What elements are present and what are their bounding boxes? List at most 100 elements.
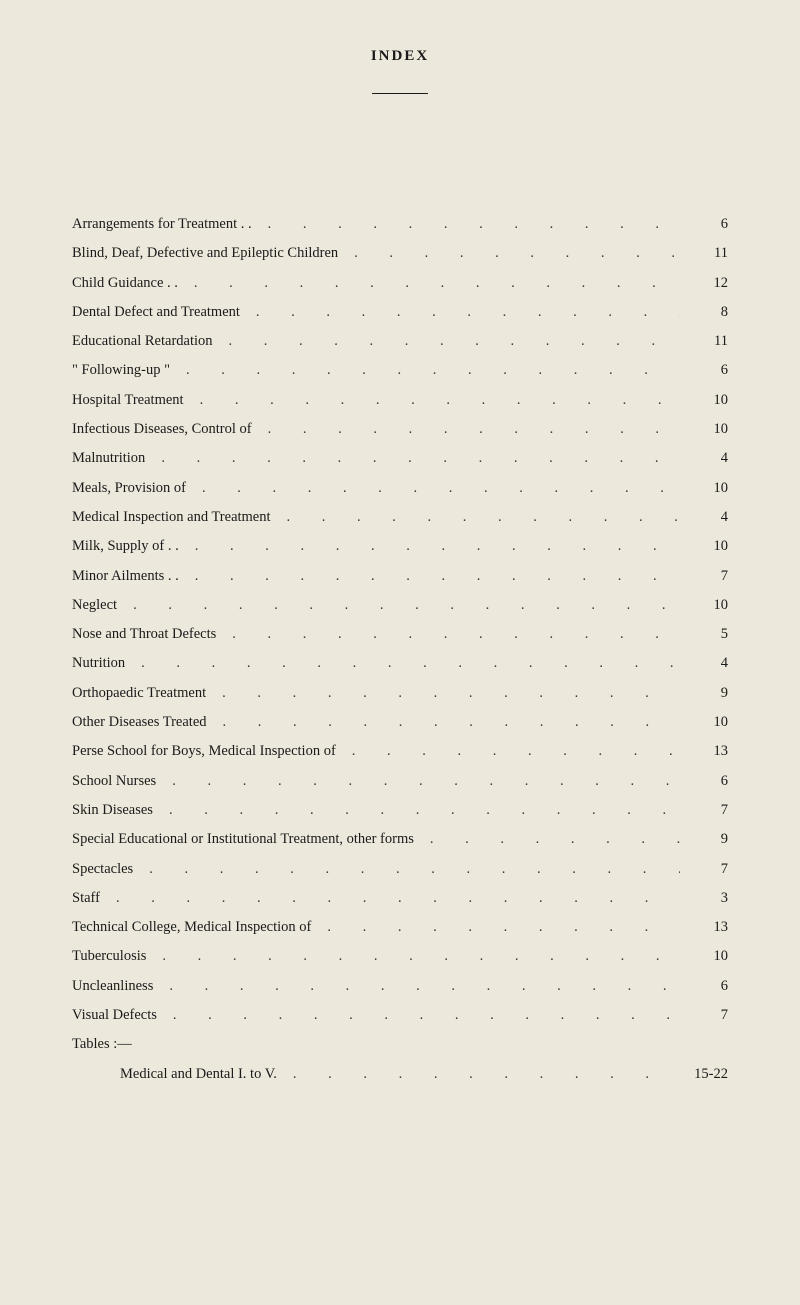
entry-dots: . . . . . . . . . . . . . . . . . . . . … bbox=[186, 478, 680, 498]
index-entry: Minor Ailments . .. . . . . . . . . . . … bbox=[72, 566, 728, 586]
index-entry: Tuberculosis. . . . . . . . . . . . . . … bbox=[72, 946, 728, 966]
index-entry: Infectious Diseases, Control of. . . . .… bbox=[72, 419, 728, 439]
entry-dots: . . . . . . . . . . . . . . . . . . . . … bbox=[207, 712, 680, 732]
entry-dots: . . . . . . . . . . . . . . . . . . . . … bbox=[170, 360, 680, 380]
entry-dots: . . . . . . . . . . . . . . . . . . . . … bbox=[125, 653, 680, 673]
index-entry: Skin Diseases. . . . . . . . . . . . . .… bbox=[72, 800, 728, 820]
index-entry: Uncleanliness. . . . . . . . . . . . . .… bbox=[72, 976, 728, 996]
index-entry: Malnutrition. . . . . . . . . . . . . . … bbox=[72, 448, 728, 468]
entry-page: 7 bbox=[680, 859, 728, 879]
entry-page: 6 bbox=[680, 360, 728, 380]
entry-label: Neglect bbox=[72, 595, 117, 615]
entry-label: Malnutrition bbox=[72, 448, 145, 468]
index-entry: Special Educational or Institutional Tre… bbox=[72, 829, 728, 849]
entry-dots: . . . . . . . . . . . . . . . . . . . . … bbox=[133, 859, 680, 879]
entry-dots: . . . . . . . . . . . . . . . . . . . . … bbox=[117, 595, 680, 615]
entry-label: School Nurses bbox=[72, 771, 156, 791]
index-entry: Meals, Provision of. . . . . . . . . . .… bbox=[72, 478, 728, 498]
index-entry: Child Guidance . .. . . . . . . . . . . … bbox=[72, 273, 728, 293]
entry-dots: . . . . . . . . . . . . . . . . . . . . … bbox=[179, 536, 680, 556]
entry-page: 10 bbox=[680, 595, 728, 615]
entry-dots: . . . . . . . . . . . . . . . . . . . . … bbox=[145, 448, 680, 468]
index-entry: Visual Defects. . . . . . . . . . . . . … bbox=[72, 1005, 728, 1025]
entry-dots: . . . . . . . . . . . . . . . . . . . . … bbox=[156, 771, 680, 791]
entry-dots: . . . . . . . . . . . . . . . . . . . . … bbox=[179, 566, 680, 586]
entry-page: 13 bbox=[680, 917, 728, 937]
entry-dots: . . . . . . . . . . . . . . . . . . . . … bbox=[206, 683, 680, 703]
entry-label: Tuberculosis bbox=[72, 946, 146, 966]
entry-label: Educational Retardation bbox=[72, 331, 213, 351]
entry-page: 7 bbox=[680, 1005, 728, 1025]
entry-dots: . . . . . . . . . . . . . . . . . . . . … bbox=[338, 243, 680, 263]
entry-page: 4 bbox=[680, 448, 728, 468]
entry-dots: . . . . . . . . . . . . . . . . . . . . … bbox=[157, 1005, 680, 1025]
entry-page: 7 bbox=[680, 800, 728, 820]
entry-page: 6 bbox=[680, 976, 728, 996]
index-entry: Nutrition. . . . . . . . . . . . . . . .… bbox=[72, 653, 728, 673]
index-entry: Orthopaedic Treatment. . . . . . . . . .… bbox=[72, 683, 728, 703]
entry-label: Special Educational or Institutional Tre… bbox=[72, 829, 414, 849]
entry-page: 10 bbox=[680, 478, 728, 498]
entry-page: 11 bbox=[680, 243, 728, 263]
entry-label: Blind, Deaf, Defective and Epileptic Chi… bbox=[72, 243, 338, 263]
entry-label: Skin Diseases bbox=[72, 800, 153, 820]
entry-page: 6 bbox=[680, 771, 728, 791]
index-entry: Spectacles. . . . . . . . . . . . . . . … bbox=[72, 859, 728, 879]
entry-label: Medical and Dental I. to V. bbox=[120, 1064, 277, 1084]
entry-label: Child Guidance . . bbox=[72, 273, 178, 293]
entry-label: Tables :— bbox=[72, 1034, 132, 1054]
index-entries-container: Arrangements for Treatment . .. . . . . … bbox=[72, 214, 728, 1084]
entry-page: 9 bbox=[680, 683, 728, 703]
entry-dots: . . . . . . . . . . . . . . . . . . . . … bbox=[216, 624, 680, 644]
entry-page: 10 bbox=[680, 946, 728, 966]
index-entry: " Following-up ". . . . . . . . . . . . … bbox=[72, 360, 728, 380]
entry-dots: . . . . . . . . . . . . . . . . . . . . … bbox=[252, 419, 680, 439]
entry-dots: . . . . . . . . . . . . . . . . . . . . … bbox=[277, 1064, 680, 1084]
page-title: INDEX bbox=[72, 48, 728, 65]
entry-dots: . . . . . . . . . . . . . . . . . . . . … bbox=[252, 214, 680, 234]
entry-dots: . . . . . . . . . . . . . . . . . . . . … bbox=[311, 917, 680, 937]
entry-label: Arrangements for Treatment . . bbox=[72, 214, 252, 234]
index-entry: Medical Inspection and Treatment. . . . … bbox=[72, 507, 728, 527]
entry-dots: . . . . . . . . . . . . . . . . . . . . … bbox=[146, 946, 680, 966]
index-entry: Educational Retardation. . . . . . . . .… bbox=[72, 331, 728, 351]
entry-dots: . . . . . . . . . . . . . . . . . . . . … bbox=[213, 331, 680, 351]
entry-label: Visual Defects bbox=[72, 1005, 157, 1025]
index-entry: Blind, Deaf, Defective and Epileptic Chi… bbox=[72, 243, 728, 263]
entry-label: Nose and Throat Defects bbox=[72, 624, 216, 644]
entry-dots: . . . . . . . . . . . . . . . . . . . . … bbox=[153, 976, 680, 996]
index-entry: Other Diseases Treated. . . . . . . . . … bbox=[72, 712, 728, 732]
entry-label: Spectacles bbox=[72, 859, 133, 879]
entry-label: Hospital Treatment bbox=[72, 390, 184, 410]
entry-page: 4 bbox=[680, 507, 728, 527]
entry-label: Medical Inspection and Treatment bbox=[72, 507, 271, 527]
entry-dots: . . . . . . . . . . . . . . . . . . . . … bbox=[100, 888, 680, 908]
index-entry: Hospital Treatment. . . . . . . . . . . … bbox=[72, 390, 728, 410]
entry-page: 12 bbox=[680, 273, 728, 293]
entry-label: Minor Ailments . . bbox=[72, 566, 179, 586]
entry-page: 7 bbox=[680, 566, 728, 586]
index-entry: Medical and Dental I. to V.. . . . . . .… bbox=[120, 1064, 728, 1084]
entry-dots: . . . . . . . . . . . . . . . . . . . . … bbox=[271, 507, 680, 527]
index-entry: Dental Defect and Treatment. . . . . . .… bbox=[72, 302, 728, 322]
entry-label: Meals, Provision of bbox=[72, 478, 186, 498]
entry-page: 6 bbox=[680, 214, 728, 234]
entry-page: 13 bbox=[680, 741, 728, 761]
entry-label: " Following-up " bbox=[72, 360, 170, 380]
entry-page: 9 bbox=[680, 829, 728, 849]
entry-label: Other Diseases Treated bbox=[72, 712, 207, 732]
entry-dots: . . . . . . . . . . . . . . . . . . . . … bbox=[153, 800, 680, 820]
entry-label: Orthopaedic Treatment bbox=[72, 683, 206, 703]
entry-dots: . . . . . . . . . . . . . . . . . . . . … bbox=[414, 829, 680, 849]
entry-page: 3 bbox=[680, 888, 728, 908]
entry-label: Infectious Diseases, Control of bbox=[72, 419, 252, 439]
entry-label: Technical College, Medical Inspection of bbox=[72, 917, 311, 937]
index-entry: Staff. . . . . . . . . . . . . . . . . .… bbox=[72, 888, 728, 908]
entry-dots: . . . . . . . . . . . . . . . . . . . . … bbox=[336, 741, 680, 761]
index-entry: Perse School for Boys, Medical Inspectio… bbox=[72, 741, 728, 761]
index-entry: Milk, Supply of . .. . . . . . . . . . .… bbox=[72, 536, 728, 556]
index-entry: Technical College, Medical Inspection of… bbox=[72, 917, 728, 937]
entry-page: 4 bbox=[680, 653, 728, 673]
index-entry: Tables :— bbox=[72, 1034, 728, 1054]
divider-line bbox=[372, 93, 428, 94]
